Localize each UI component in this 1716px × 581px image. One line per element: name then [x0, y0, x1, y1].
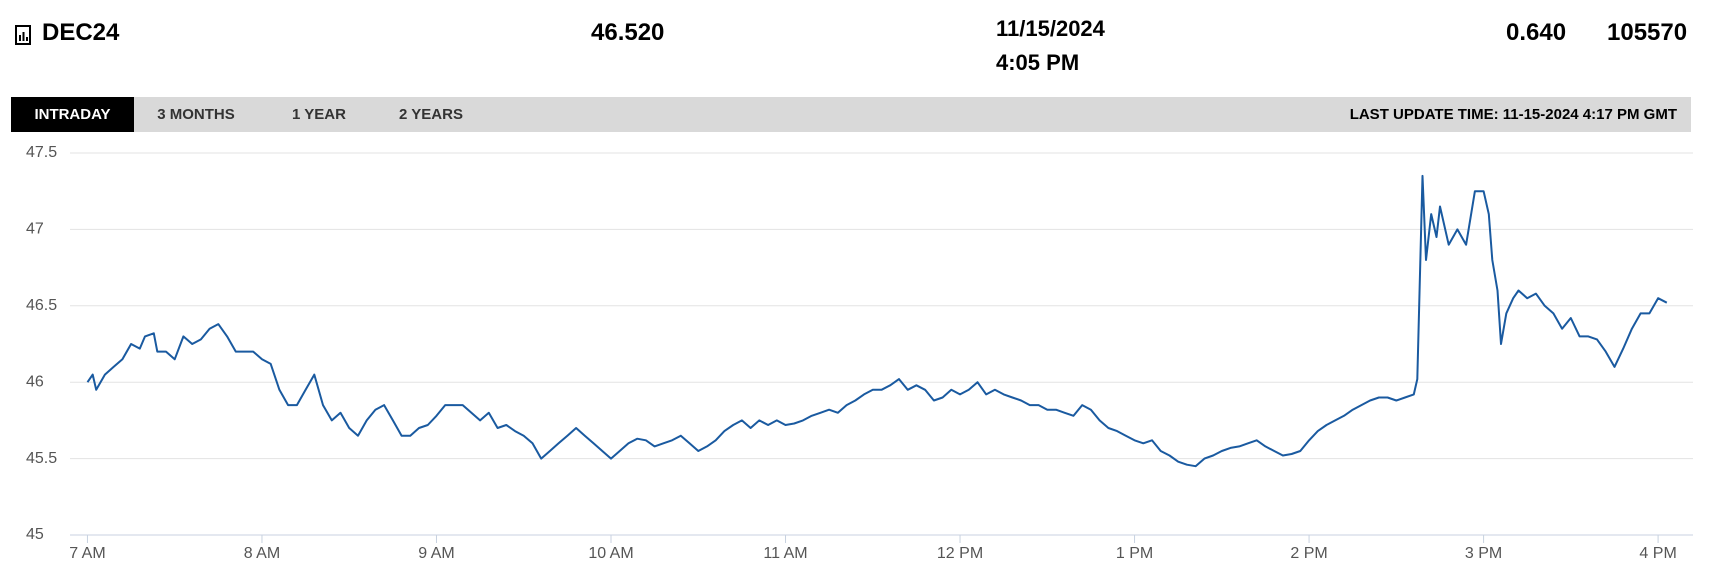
y-tick-label: 45.5: [26, 450, 57, 467]
date: 11/15/2024: [996, 16, 1105, 41]
y-tick-label: 47.5: [26, 144, 57, 161]
price-line: [86, 174, 1668, 468]
x-tick-label: 2 PM: [1290, 545, 1327, 562]
x-tick-label: 10 AM: [588, 545, 633, 562]
time: 4:05 PM: [996, 50, 1080, 75]
y-tick-label: 47: [26, 221, 44, 238]
tab[interactable]: 1 YEAR: [292, 106, 346, 123]
symbol: DEC24: [42, 19, 120, 46]
last-price: 46.520: [591, 19, 665, 46]
last-update: LAST UPDATE TIME: 11-15-2024 4:17 PM GMT: [1349, 106, 1677, 123]
change: 0.640: [1506, 19, 1567, 46]
symbol-icon: [15, 25, 31, 45]
x-tick-label: 11 AM: [763, 545, 807, 562]
x-tick-label: 3 PM: [1465, 545, 1502, 562]
tab-bar: INTRADAY 3 MONTHS 1 YEAR 2 YEARS LAST UP…: [11, 97, 1691, 132]
y-tick-label: 46.5: [26, 297, 57, 314]
x-tick-label: 9 AM: [418, 545, 454, 562]
x-tick-label: 12 PM: [937, 545, 983, 562]
y-tick-label: 45: [26, 526, 44, 543]
tab[interactable]: 3 MONTHS: [157, 106, 235, 123]
x-tick-label: 8 AM: [244, 545, 280, 562]
x-tick-label: 4 PM: [1639, 545, 1676, 562]
tab[interactable]: INTRADAY: [11, 97, 134, 132]
tab[interactable]: 2 YEARS: [399, 106, 463, 123]
x-tick-label: 7 AM: [69, 545, 105, 562]
y-tick-label: 46: [26, 373, 44, 390]
volume: 105570: [1607, 19, 1688, 46]
x-tick-label: 1 PM: [1116, 545, 1153, 562]
